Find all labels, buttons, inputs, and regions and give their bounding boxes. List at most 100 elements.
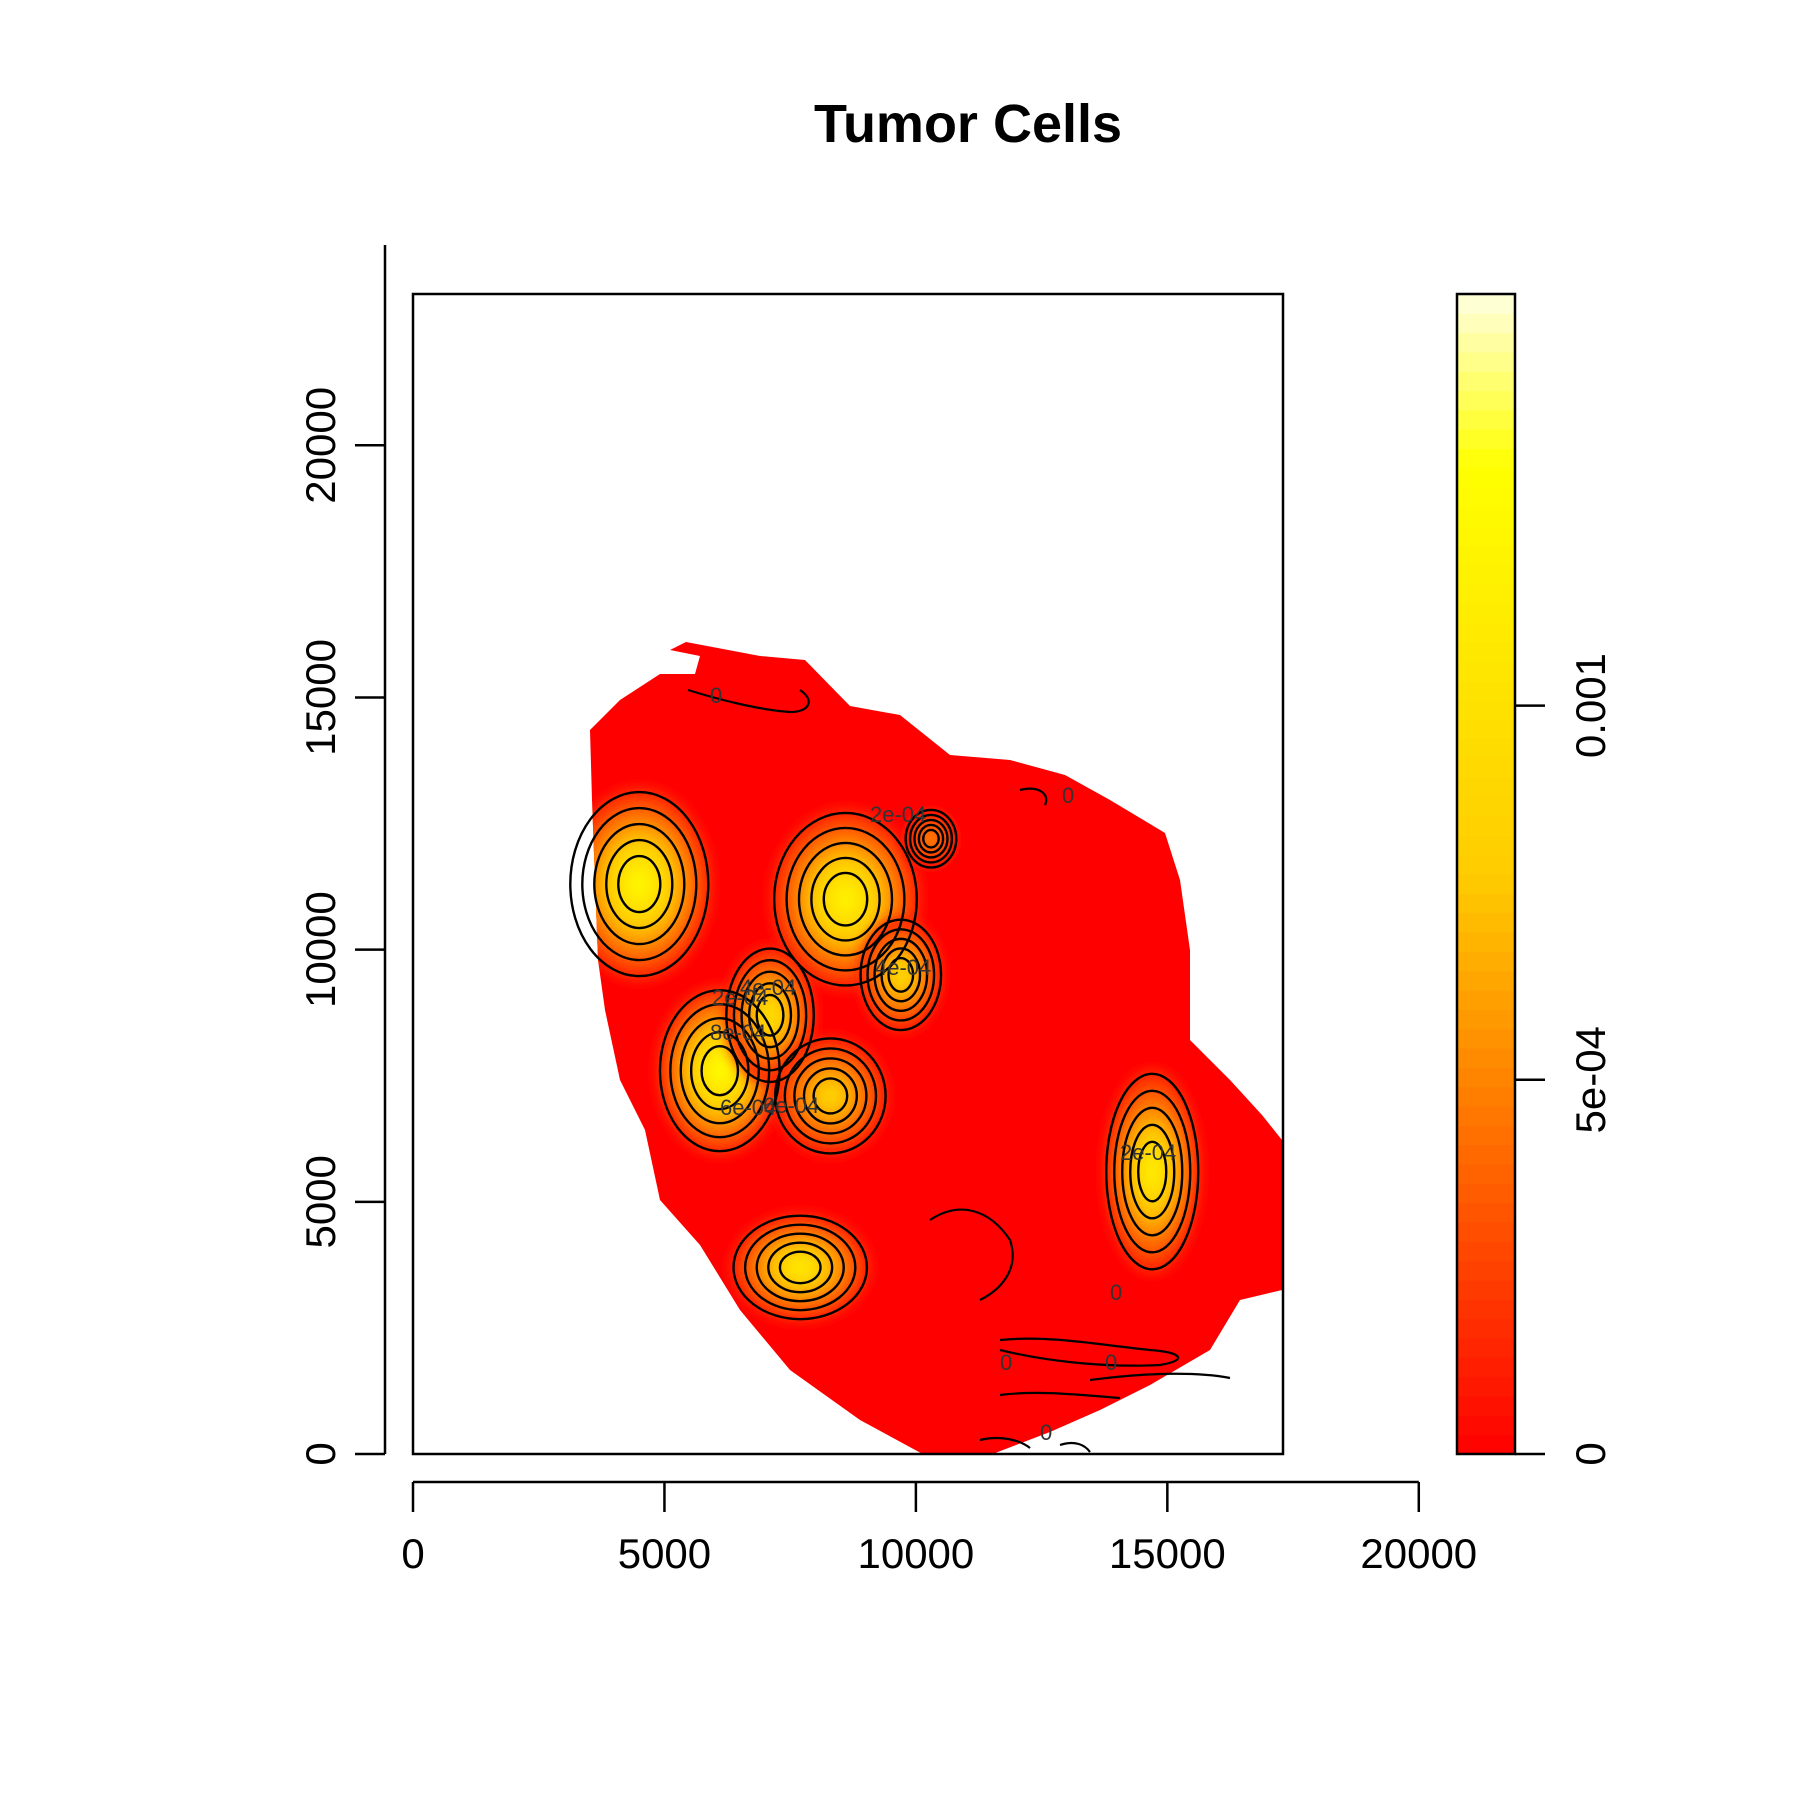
colorbar-step [1457,1415,1515,1436]
colorbar-step [1457,700,1515,720]
colorbar: 0 5e-04 0.001 [1455,292,1614,1466]
colorbar-step [1457,990,1515,1010]
colorbar-step [1457,835,1515,856]
colorbar-step [1457,1144,1515,1165]
contour-label: 4e-04 [875,955,931,980]
colorbar-step [1457,970,1515,991]
contour-label: 0 [1105,1350,1117,1375]
colorbar-step [1457,932,1515,952]
colorbar-step [1457,1299,1515,1320]
plot-frame [411,292,1285,1456]
contour-label: 8e-04 [710,1020,766,1045]
colorbar-step [1457,1202,1515,1223]
hotspot-contours [725,947,815,1084]
colorbar-step [1457,1376,1515,1397]
x-tick-label: 5000 [618,1530,711,1577]
hotspot-contours [1105,1072,1200,1271]
hotspot [730,1213,870,1322]
contour-fragment [1019,787,1048,806]
hotspot-contours [732,1214,869,1321]
colorbar-step [1457,1048,1515,1068]
contour-label: 0 [1000,1350,1012,1375]
contour-lines: 0000 002e-042e-042e-044e-044e-046e-046e-0… [569,683,1231,1453]
colorbar-step [1457,468,1515,488]
colorbar-tick-label: 0.001 [1567,653,1614,758]
contour-label: 6e-04 [763,1093,819,1118]
colorbar-step [1457,545,1515,566]
colorbar-step [1457,487,1515,508]
colorbar-step [1457,390,1515,411]
x-tick-label: 20000 [1360,1530,1477,1577]
x-tick-label: 0 [401,1530,424,1577]
colorbar-step [1457,1086,1515,1107]
y-tick-label: 0 [297,1442,344,1465]
colorbar-step [1457,410,1515,430]
x-tick-label: 10000 [857,1530,974,1577]
colorbar-step [1457,371,1515,392]
colorbar-step [1457,719,1515,740]
colorbar-step [1457,893,1515,914]
colorbar-step [1457,1222,1515,1242]
colorbar-step [1457,1125,1515,1146]
contour-fragment [999,1337,1180,1367]
colorbar-step [1457,313,1515,334]
colorbar-step [1457,951,1515,972]
contour-label: 6e-04 [720,1095,776,1120]
colorbar-step [1457,1067,1515,1088]
hotspot-contours [859,918,943,1032]
contour-fragment [979,1436,1031,1449]
colorbar-step [1457,1106,1515,1126]
y-tick-label: 10000 [297,891,344,1008]
colorbar-step [1457,796,1515,817]
hotspot [772,1035,888,1156]
colorbar-step [1457,332,1515,353]
contour-fragment [999,1391,1121,1400]
contour-label: 4e-04 [740,975,796,1000]
hotspot [858,917,943,1033]
hotspot-contours [772,811,918,987]
colorbar-step [1457,680,1515,701]
colorbar-step [1457,352,1515,372]
chart-title: Tumor Cells [814,94,1122,154]
colorbar-step [1457,1396,1515,1416]
y-tick-label: 20000 [297,387,344,504]
colorbar-frame [1455,292,1517,1456]
contour-label: 2e-04 [870,802,926,827]
colorbar-step [1457,874,1515,894]
colorbar-step [1457,912,1515,933]
hotspot-contours [904,808,958,869]
contour-fragment [929,1208,1014,1301]
contour-fragment [1059,1441,1091,1453]
axes: 0 5000 10000 15000 20000 0 5000 10000 15000 20000 [297,245,1477,1577]
colorbar-step [1457,584,1515,604]
colorbar-step [1457,1280,1515,1300]
colorbar-step [1457,429,1515,450]
colorbar-step [1457,1183,1515,1204]
colorbar-step [1457,854,1515,875]
colorbar-step [1457,1357,1515,1378]
colorbar-step [1457,1009,1515,1030]
contour-label: 0 [1040,1420,1052,1445]
colorbar-step [1457,564,1515,585]
hotspot [1104,1069,1201,1274]
colorbar-step [1457,758,1515,778]
x-tick-label: 15000 [1109,1530,1226,1577]
colorbar-step [1457,1028,1515,1049]
contour-label: 2e-04 [1120,1140,1176,1165]
y-tick-label: 5000 [297,1155,344,1248]
contour-label: 0 [1062,783,1074,808]
colorbar-step [1457,622,1515,643]
colorbar-step [1457,816,1515,836]
hotspot-contours [569,790,710,978]
y-tick-label: 15000 [297,639,344,756]
colorbar-step [1457,294,1515,314]
colorbar-step [1457,1318,1515,1339]
hotspot-contours [773,1037,887,1155]
colorbar-step [1457,1260,1515,1281]
colorbar-step [1457,526,1515,546]
contour-label: 2e-04 [712,985,768,1010]
colorbar-step [1457,738,1515,759]
colorbar-step [1457,1164,1515,1184]
colorbar-step [1457,642,1515,662]
